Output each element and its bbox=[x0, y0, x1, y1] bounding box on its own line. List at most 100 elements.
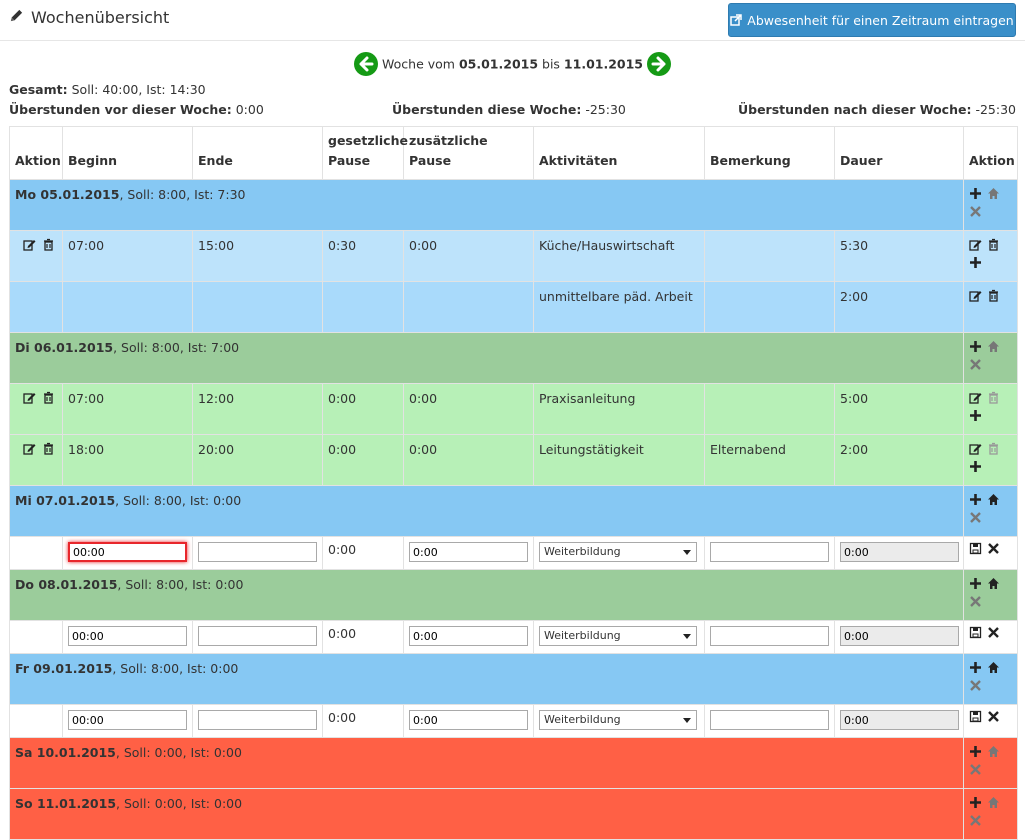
col-aktivitaeten: Aktivitäten bbox=[533, 126, 705, 180]
edit-icon[interactable] bbox=[969, 238, 982, 251]
overtime-before: Überstunden vor dieser Woche: 0:00 bbox=[9, 102, 264, 117]
legal-break-value: 0:00 bbox=[322, 536, 404, 570]
external-link-icon bbox=[730, 14, 743, 26]
edit-row: 0:00 Weiterbildung bbox=[9, 704, 1018, 738]
times-icon[interactable] bbox=[969, 814, 982, 827]
pencil-icon bbox=[9, 8, 25, 27]
plus-icon[interactable] bbox=[969, 745, 982, 758]
remark-input[interactable] bbox=[710, 542, 829, 562]
week-to: 11.01.2015 bbox=[563, 56, 643, 72]
col-beginn: Beginn bbox=[62, 126, 193, 180]
end-input[interactable] bbox=[198, 542, 317, 562]
plus-icon[interactable] bbox=[969, 256, 982, 269]
edit-icon[interactable] bbox=[23, 238, 36, 251]
home-icon[interactable] bbox=[987, 577, 1000, 590]
plus-icon[interactable] bbox=[969, 796, 982, 809]
activity-select[interactable]: Weiterbildung bbox=[539, 626, 697, 646]
trash-icon[interactable] bbox=[987, 289, 1000, 302]
plus-icon[interactable] bbox=[969, 187, 982, 200]
legal-break-value: 0:00 bbox=[322, 620, 404, 654]
edit-icon[interactable] bbox=[969, 391, 982, 404]
duration-input bbox=[840, 710, 959, 730]
arrow-left-icon[interactable] bbox=[354, 52, 379, 76]
plus-icon[interactable] bbox=[969, 577, 982, 590]
home-icon[interactable] bbox=[987, 661, 1000, 674]
plus-icon[interactable] bbox=[969, 661, 982, 674]
day-row-do: Do 08.01.2015, Soll: 8:00, Ist: 0:00 bbox=[9, 569, 1018, 621]
edit-icon[interactable] bbox=[969, 442, 982, 455]
day-row-sa: Sa 10.01.2015, Soll: 0:00, Ist: 0:00 bbox=[9, 737, 1018, 789]
times-icon[interactable] bbox=[969, 763, 982, 776]
save-icon[interactable] bbox=[969, 542, 982, 555]
remark-input[interactable] bbox=[710, 710, 829, 730]
overtime-this-week: Überstunden diese Woche: -25:30 bbox=[392, 102, 626, 117]
edit-icon[interactable] bbox=[23, 391, 36, 404]
times-icon[interactable] bbox=[969, 679, 982, 692]
times-icon[interactable] bbox=[969, 205, 982, 218]
duration-input bbox=[840, 626, 959, 646]
home-icon[interactable] bbox=[987, 493, 1000, 506]
chevron-down-icon bbox=[683, 550, 691, 555]
arrow-right-icon[interactable] bbox=[646, 52, 671, 76]
col-aktion: Aktion bbox=[9, 126, 63, 180]
col-dauer: Dauer bbox=[834, 126, 964, 180]
entry-row: 18:00 20:00 0:00 0:00 Leitungstätigkeit … bbox=[9, 434, 1018, 486]
day-row-mi: Mi 07.01.2015, Soll: 8:00, Ist: 0:00 bbox=[9, 485, 1018, 537]
table-header: Aktion Beginn Ende gesetzliche Pause zusä… bbox=[9, 126, 1018, 180]
entry-row: 07:00 15:00 0:30 0:00 Küche/Hauswirtscha… bbox=[9, 230, 1018, 282]
day-row-di: Di 06.01.2015, Soll: 8:00, Ist: 7:00 bbox=[9, 332, 1018, 384]
home-icon[interactable] bbox=[987, 745, 1000, 758]
chevron-down-icon bbox=[683, 634, 691, 639]
save-icon[interactable] bbox=[969, 710, 982, 723]
plus-icon[interactable] bbox=[969, 493, 982, 506]
col-aktion-right: Aktion bbox=[963, 126, 1018, 180]
trash-icon[interactable] bbox=[987, 391, 1000, 404]
col-ende: Ende bbox=[192, 126, 323, 180]
day-row-mo: Mo 05.01.2015, Soll: 8:00, Ist: 7:30 bbox=[9, 179, 1018, 231]
home-icon[interactable] bbox=[987, 340, 1000, 353]
save-icon[interactable] bbox=[969, 626, 982, 639]
times-icon[interactable] bbox=[969, 358, 982, 371]
activity-select[interactable]: Weiterbildung bbox=[539, 710, 697, 730]
begin-input[interactable] bbox=[68, 626, 187, 646]
trash-icon[interactable] bbox=[987, 442, 1000, 455]
times-icon[interactable] bbox=[987, 542, 1000, 555]
edit-icon[interactable] bbox=[23, 442, 36, 455]
day-row-so: So 11.01.2015, Soll: 0:00, Ist: 0:00 bbox=[9, 788, 1018, 840]
extra-break-input[interactable] bbox=[409, 710, 528, 730]
entry-row: unmittelbare päd. Arbeit 2:00 bbox=[9, 281, 1018, 333]
trash-icon[interactable] bbox=[42, 442, 55, 455]
begin-input[interactable] bbox=[68, 710, 187, 730]
week-prefix: Woche vom bbox=[382, 56, 455, 72]
week-summary: Gesamt: Soll: 40:00, Ist: 14:30 bbox=[9, 82, 206, 97]
trash-icon[interactable] bbox=[42, 391, 55, 404]
times-icon[interactable] bbox=[969, 595, 982, 608]
extra-break-input[interactable] bbox=[409, 626, 528, 646]
extra-break-input[interactable] bbox=[409, 542, 528, 562]
legal-break-value: 0:00 bbox=[322, 704, 404, 738]
plus-icon[interactable] bbox=[969, 340, 982, 353]
home-icon[interactable] bbox=[987, 796, 1000, 809]
absence-period-button[interactable]: Abwesenheit für einen Zeitraum eintragen bbox=[728, 3, 1016, 37]
col-gesetzliche-pause: gesetzliche Pause bbox=[322, 126, 408, 180]
activity-select[interactable]: Weiterbildung bbox=[539, 542, 697, 562]
end-input[interactable] bbox=[198, 710, 317, 730]
chevron-down-icon bbox=[683, 718, 691, 723]
entry-row: 07:00 12:00 0:00 0:00 Praxisanleitung 5:… bbox=[9, 383, 1018, 435]
col-bemerkung: Bemerkung bbox=[704, 126, 835, 180]
times-icon[interactable] bbox=[987, 626, 1000, 639]
edit-row: 0:00 Weiterbildung bbox=[9, 536, 1018, 570]
page-title: Wochenübersicht bbox=[9, 8, 169, 27]
plus-icon[interactable] bbox=[969, 460, 982, 473]
home-icon[interactable] bbox=[987, 187, 1000, 200]
times-icon[interactable] bbox=[987, 710, 1000, 723]
plus-icon[interactable] bbox=[969, 409, 982, 422]
trash-icon[interactable] bbox=[987, 238, 1000, 251]
times-icon[interactable] bbox=[969, 511, 982, 524]
remark-input[interactable] bbox=[710, 626, 829, 646]
end-input[interactable] bbox=[198, 626, 317, 646]
top-bar: Wochenübersicht Abwesenheit für einen Ze… bbox=[0, 0, 1025, 41]
begin-input[interactable] bbox=[68, 542, 187, 562]
trash-icon[interactable] bbox=[42, 238, 55, 251]
edit-icon[interactable] bbox=[969, 289, 982, 302]
